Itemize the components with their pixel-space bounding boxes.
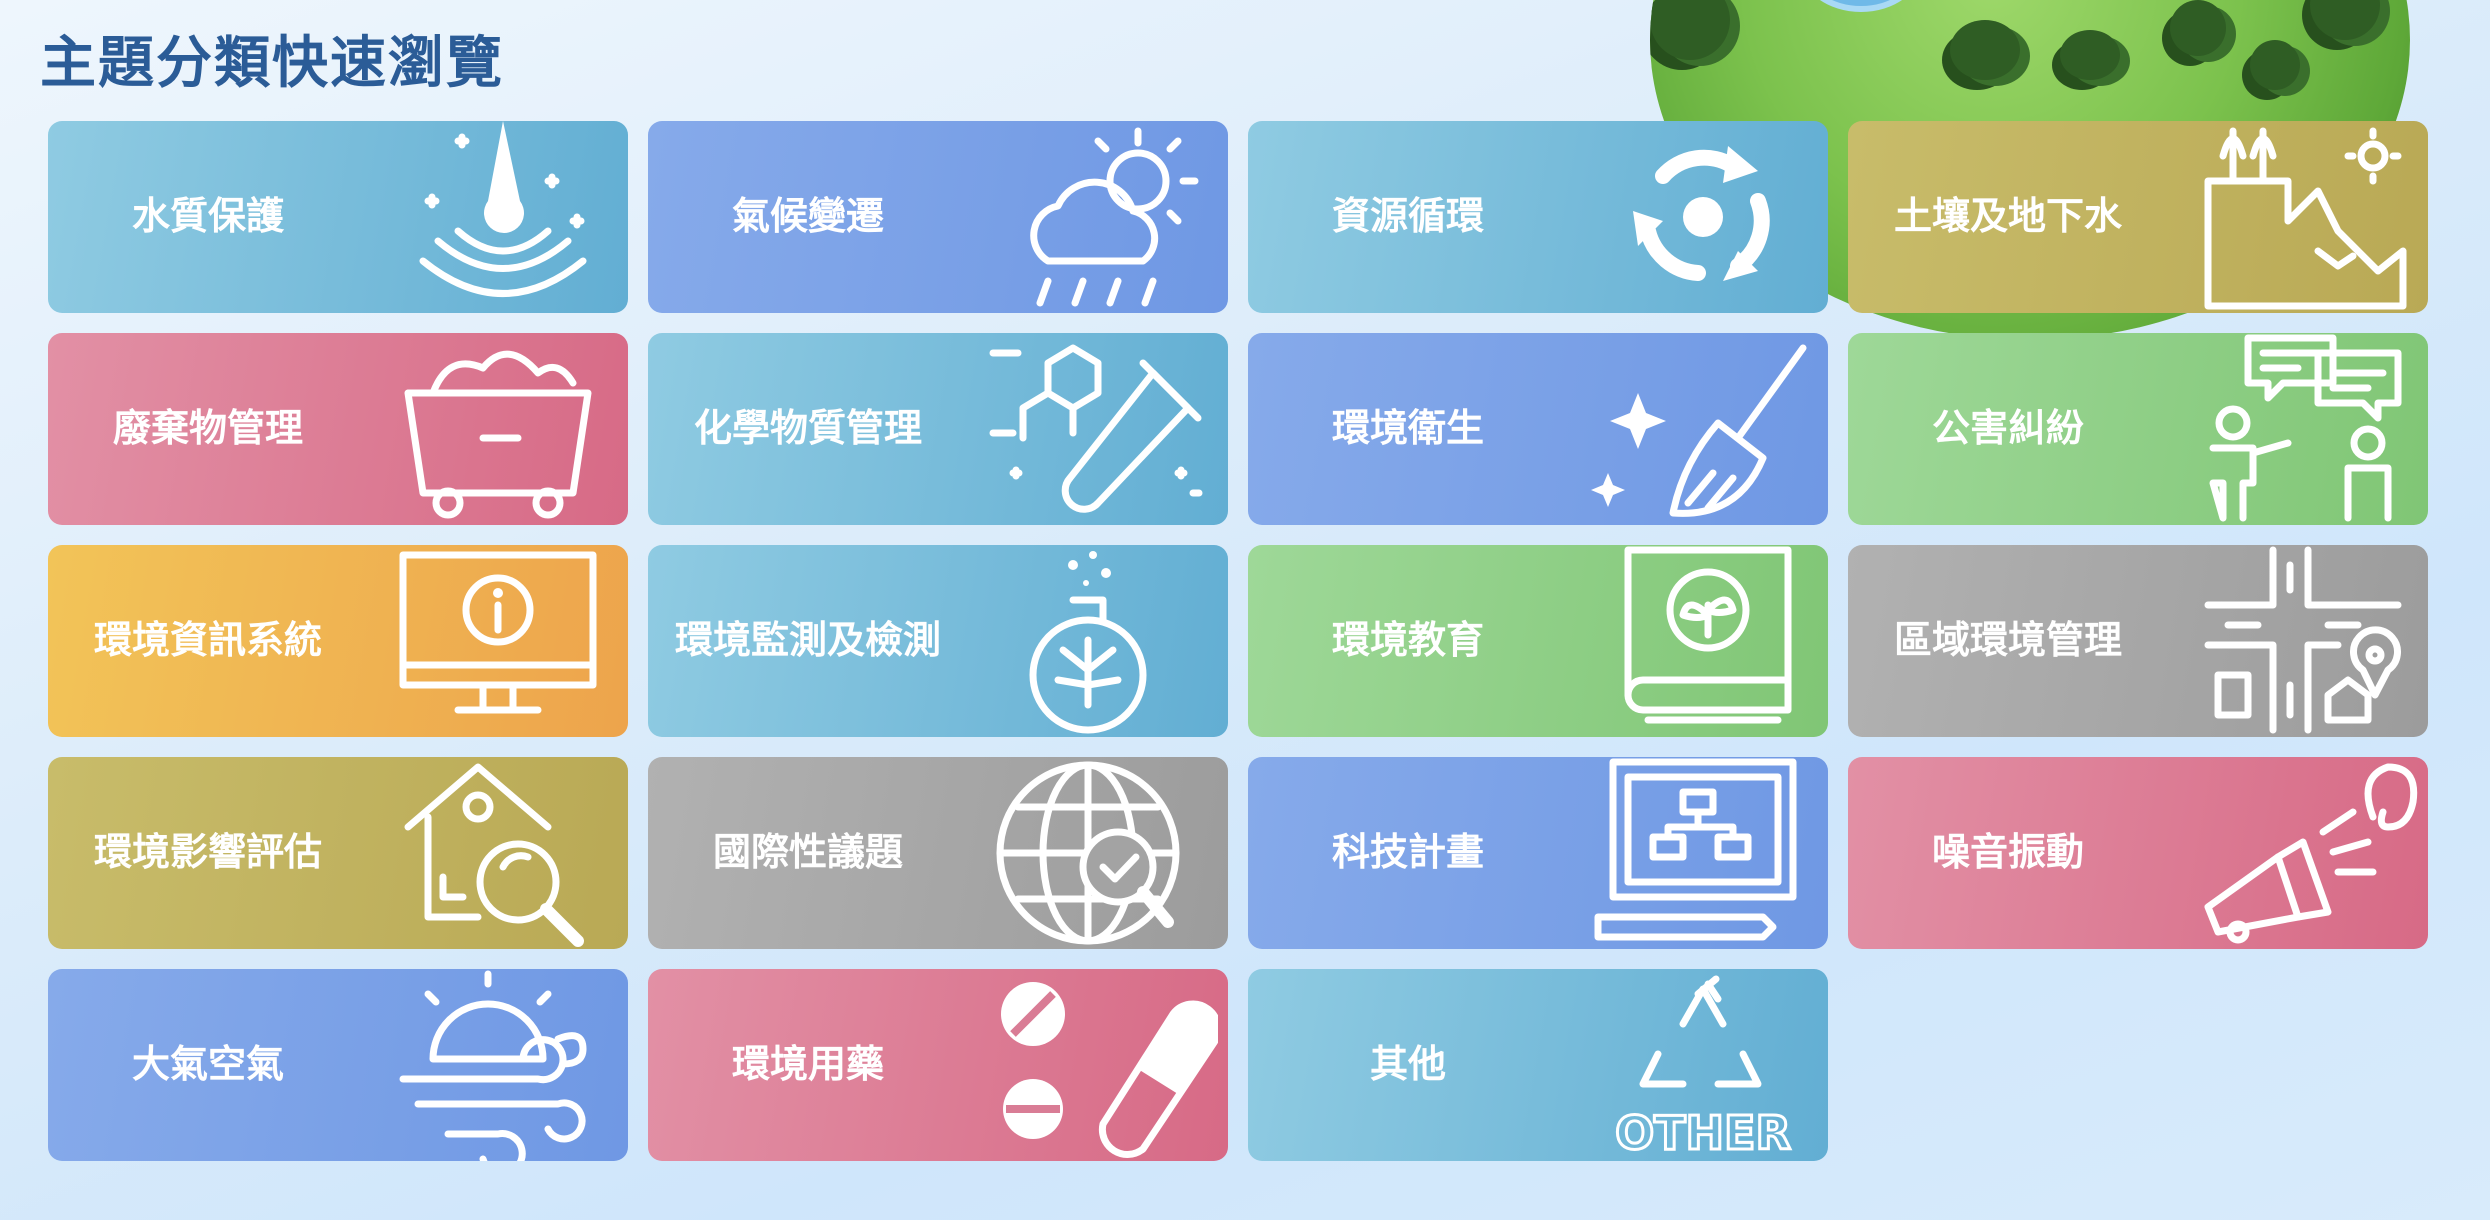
tile-label: 化學物質管理 [693,406,922,451]
water-drop-icon [388,121,618,313]
topic-tile-waste-management[interactable]: 廢棄物管理 [48,333,628,525]
topic-tile-environmental-education[interactable]: 環境教育 [1248,545,1828,737]
topic-tile-environmental-sanitation[interactable]: 環境衛生 [1248,333,1828,525]
sun-wind-icon [388,969,618,1161]
tree-shape [2310,0,2380,40]
info-monitor-icon [388,545,618,737]
tile-label: 環境監測及檢測 [674,618,941,663]
tile-label: 其他 [1369,1042,1446,1087]
map-pin-icon [2188,545,2418,737]
megaphone-ear-icon [2188,757,2418,949]
topic-tile-water-quality[interactable]: 水質保護 [48,121,628,313]
waste-bin-icon [388,333,618,525]
other-recycle-icon: OTHER [1588,969,1818,1161]
topic-tile-noise-vibration[interactable]: 噪音振動 [1848,757,2428,949]
topic-tile-resource-recycling[interactable]: 資源循環 [1248,121,1828,313]
tile-label: 土壤及地下水 [1893,194,2122,239]
tree-shape [1650,0,1730,60]
tile-label: 區域環境管理 [1893,618,2122,663]
pills-icon [988,969,1218,1161]
topic-tile-air-quality[interactable]: 大氣空氣 [48,969,628,1161]
computer-chart-icon [1588,757,1818,949]
tile-label: 環境用藥 [731,1042,884,1087]
topic-tile-chemical-management[interactable]: 化學物質管理 [648,333,1228,525]
topic-tile-climate-change[interactable]: 氣候變遷 [648,121,1228,313]
topic-tile-environmental-pesticides[interactable]: 環境用藥 [648,969,1228,1161]
topic-tile-environmental-info-system[interactable]: 環境資訊系統 [48,545,628,737]
tile-label: 氣候變遷 [731,194,884,239]
topic-tile-soil-groundwater[interactable]: 土壤及地下水 [1848,121,2428,313]
tile-label: 環境影響評估 [93,830,322,875]
tile-label: 科技計畫 [1331,830,1484,875]
topic-tile-environmental-impact-assessment[interactable]: 環境影響評估 [48,757,628,949]
tile-label: 環境資訊系統 [93,618,322,663]
house-magnifier-icon [388,757,618,949]
tile-label: 廢棄物管理 [112,406,303,451]
test-tube-icon [988,333,1218,525]
globe-check-icon [988,757,1218,949]
tile-label: 噪音振動 [1931,830,2084,875]
tile-label: 資源循環 [1331,194,1484,239]
tree-shape [2170,0,2226,56]
dispute-people-icon [2188,333,2418,525]
topic-tile-technology-projects[interactable]: 科技計畫 [1248,757,1828,949]
topic-tile-regional-management[interactable]: 區域環境管理 [1848,545,2428,737]
tile-label: 國際性議題 [712,830,903,875]
book-icon [1588,545,1818,737]
topic-tile-monitoring-testing[interactable]: 環境監測及檢測 [648,545,1228,737]
tile-label: 大氣空氣 [131,1042,284,1087]
other-icon-text: OTHER [1615,1106,1791,1160]
soil-layer-icon [2188,121,2418,313]
tree-shape [2060,30,2120,80]
lake-shape [1800,0,1922,12]
broom-icon [1588,333,1818,525]
topic-tile-pollution-disputes[interactable]: 公害糾紛 [1848,333,2428,525]
page-title: 主題分類快速瀏覽 [40,31,504,96]
weather-icon [988,121,1218,313]
tile-label: 公害糾紛 [1931,406,2084,451]
topic-grid: 水質保護 氣候變遷 資源循環 [48,121,2428,1161]
topic-tile-other[interactable]: 其他 OTHER [1248,969,1828,1161]
tree-shape [1950,20,2020,80]
topic-tile-international-issues[interactable]: 國際性議題 [648,757,1228,949]
tile-label: 環境衛生 [1331,406,1484,451]
tile-label: 水質保護 [131,194,284,239]
recycle-arrows-icon [1588,121,1818,313]
tree-shape [2250,40,2300,90]
flask-icon [988,545,1218,737]
tile-label: 環境教育 [1331,618,1484,663]
